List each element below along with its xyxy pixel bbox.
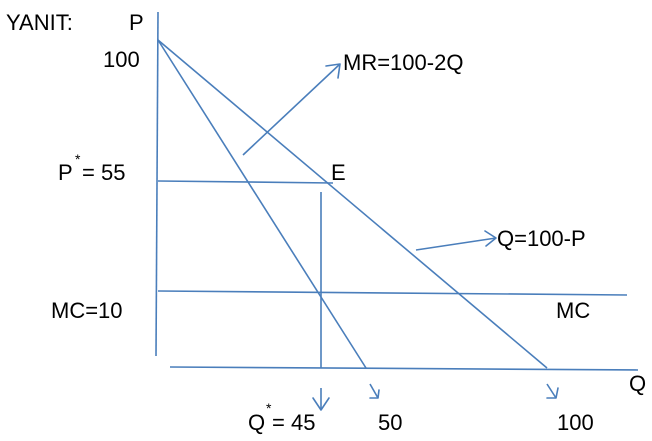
demand-label: Q=100-P — [497, 226, 586, 251]
mr-pointer-arrowhead — [325, 63, 341, 79]
equilibrium-label: E — [331, 160, 346, 185]
hundred-down-arrow — [546, 383, 557, 399]
q-star-value: = 45 — [272, 410, 315, 435]
q-star-down-arrowhead — [312, 397, 330, 411]
p-star-superscript: * — [75, 151, 81, 167]
price-axis-label: P — [129, 10, 144, 35]
mc-left-label: MC=10 — [51, 298, 123, 323]
demand-intercept-label: 100 — [557, 410, 594, 435]
q-star-superscript: * — [266, 400, 272, 416]
mc-right-label: MC — [556, 298, 590, 323]
p-star-line — [157, 180, 334, 184]
p-star-value: = 55 — [82, 160, 125, 185]
mr-label: MR=100-2Q — [343, 50, 463, 75]
price-intercept-label: 100 — [103, 47, 140, 72]
demand-pointer-arrow — [415, 237, 497, 251]
fifty-down-arrowhead — [369, 389, 380, 399]
price-axis — [155, 11, 159, 357]
mr-pointer-arrow — [242, 63, 341, 156]
fifty-down-arrow — [369, 383, 379, 399]
mc-line — [157, 290, 628, 296]
quantity-axis — [169, 366, 639, 371]
demand-pointer-arrowhead — [484, 230, 497, 247]
p-star-label: P — [58, 160, 73, 185]
mr-curve — [157, 39, 367, 369]
hundred-down-arrowhead — [546, 387, 559, 399]
q-star-label: Q — [248, 410, 265, 435]
mr-intercept-label: 50 — [378, 410, 402, 435]
quantity-axis-label: Q — [629, 371, 646, 396]
heading: YANIT: — [6, 10, 73, 35]
demand-curve — [157, 39, 548, 369]
